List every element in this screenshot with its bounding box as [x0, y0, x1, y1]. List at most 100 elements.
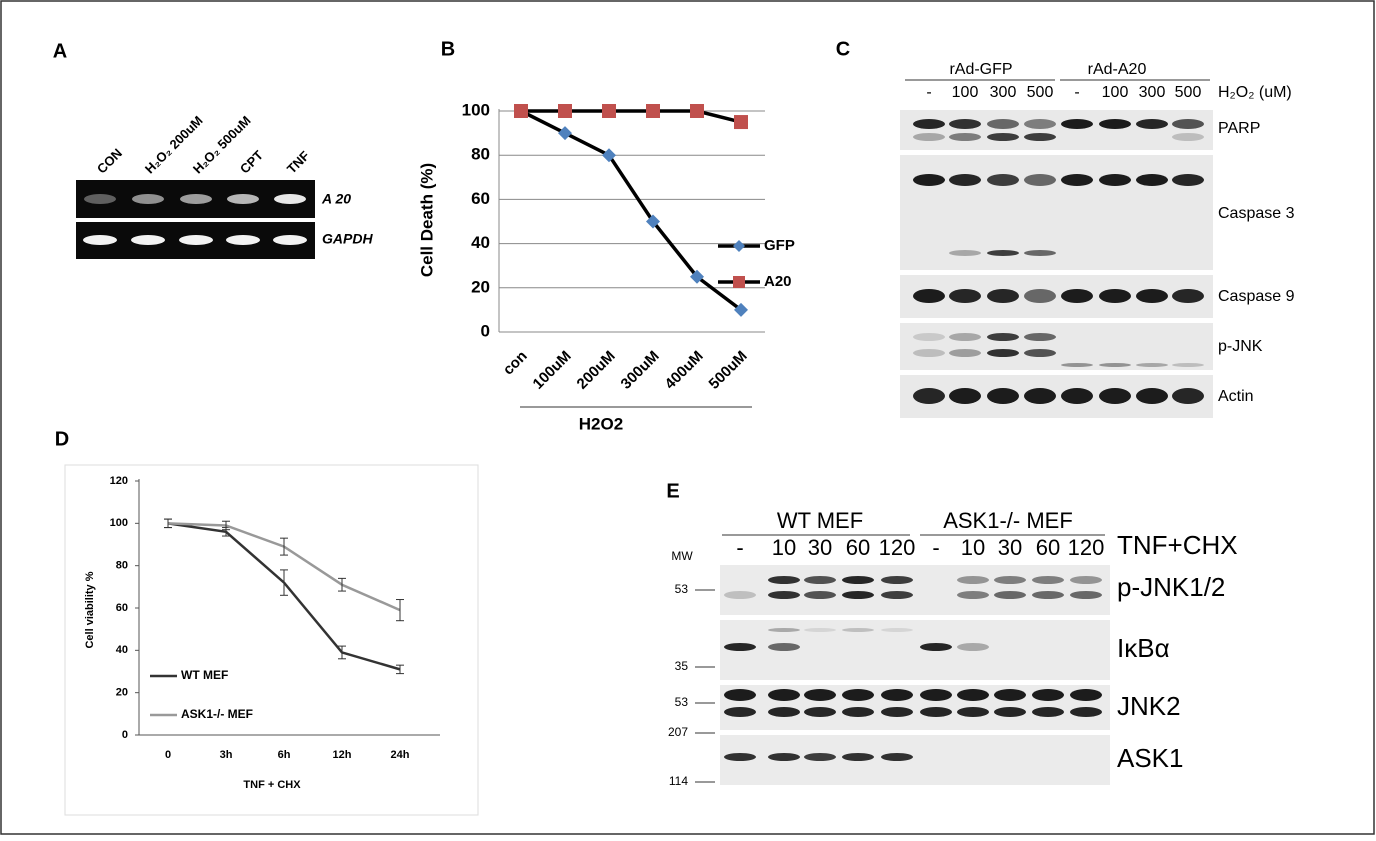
- band: [1099, 174, 1131, 186]
- band: [881, 576, 913, 584]
- band: [1032, 689, 1064, 701]
- band: [724, 707, 756, 717]
- row-label: IκBα: [1117, 633, 1170, 663]
- band: [957, 576, 989, 584]
- row-label: ASK1: [1117, 743, 1184, 773]
- band: [1070, 707, 1102, 717]
- panel-label: D: [55, 428, 69, 450]
- band: [1136, 174, 1168, 186]
- band: [987, 119, 1019, 129]
- row-label: Caspase 9: [1218, 288, 1295, 305]
- band: [994, 576, 1026, 584]
- gel-c-row: [900, 323, 1213, 370]
- legend-label: GFP: [764, 237, 795, 254]
- group-label: rAd-GFP: [949, 61, 1012, 78]
- row-label: Caspase 3: [1218, 205, 1295, 222]
- band: [724, 689, 756, 701]
- y-tick-label: 40: [116, 644, 128, 656]
- y-tick-label: 100: [110, 517, 128, 529]
- lane-label: 30: [808, 535, 832, 560]
- lane-label: 120: [879, 535, 916, 560]
- x-tick-label: 12h: [333, 749, 352, 761]
- band: [913, 289, 945, 303]
- group-label: rAd-A20: [1088, 61, 1147, 78]
- band: [84, 194, 116, 204]
- y-tick-label: 80: [116, 560, 128, 572]
- band: [804, 689, 836, 701]
- band: [273, 235, 307, 245]
- band: [1099, 119, 1131, 129]
- band: [226, 235, 260, 245]
- band: [180, 194, 212, 204]
- band: [987, 333, 1019, 341]
- band: [804, 591, 836, 599]
- band: [768, 628, 800, 632]
- band: [913, 349, 945, 357]
- group-label: WT MEF: [777, 508, 863, 533]
- marker: [514, 104, 528, 118]
- band: [842, 628, 874, 632]
- band: [274, 194, 306, 204]
- band: [1136, 119, 1168, 129]
- band: [1070, 576, 1102, 584]
- lane-label: 10: [961, 535, 985, 560]
- panel-d-frame: [64, 464, 479, 816]
- row-label: p-JNK: [1218, 338, 1263, 355]
- legend-label: A20: [764, 273, 792, 290]
- band: [1172, 363, 1204, 367]
- gel-c-row: [900, 110, 1213, 150]
- band: [804, 753, 836, 761]
- lane-label: -: [932, 535, 939, 560]
- y-axis-title: Cell Death (%): [417, 163, 436, 277]
- mw-label: 53: [675, 695, 689, 709]
- lane-label: 10: [772, 535, 796, 560]
- band: [949, 250, 981, 256]
- band: [1070, 689, 1102, 701]
- row-label: p-JNK1/2: [1117, 572, 1225, 602]
- band: [842, 707, 874, 717]
- band: [949, 333, 981, 341]
- band: [842, 689, 874, 701]
- lane-label: 500: [1027, 84, 1054, 101]
- band: [768, 707, 800, 717]
- band: [1136, 289, 1168, 303]
- band: [1099, 289, 1131, 303]
- lane-label: -: [926, 84, 931, 101]
- band: [920, 689, 952, 701]
- band: [83, 235, 117, 245]
- band: [987, 250, 1019, 256]
- band: [920, 643, 952, 651]
- band: [881, 628, 913, 632]
- x-axis-title: TNF + CHX: [243, 779, 301, 791]
- y-tick-label: 0: [481, 321, 490, 340]
- band: [913, 388, 945, 404]
- marker: [646, 214, 660, 229]
- band: [768, 689, 800, 701]
- error-bar: [396, 664, 404, 675]
- band: [1024, 119, 1056, 129]
- band: [724, 753, 756, 761]
- y-axis-title: Cell viability %: [84, 571, 96, 648]
- treatment-label: TNF+CHX: [1117, 530, 1238, 560]
- gel-c-row: [900, 155, 1213, 270]
- band: [227, 194, 259, 204]
- band: [994, 591, 1026, 599]
- band: [1024, 174, 1056, 186]
- row-label: Actin: [1218, 388, 1254, 405]
- band: [131, 235, 165, 245]
- band: [842, 753, 874, 761]
- marker: [734, 115, 748, 130]
- band: [994, 707, 1026, 717]
- band: [768, 576, 800, 584]
- band: [804, 707, 836, 717]
- band: [1061, 363, 1093, 367]
- band: [913, 133, 945, 141]
- band: [1024, 289, 1056, 303]
- legend-label: ASK1-/- MEF: [181, 707, 253, 721]
- band: [1061, 289, 1093, 303]
- error-bar: [280, 569, 288, 596]
- band: [179, 235, 213, 245]
- marker: [734, 302, 748, 317]
- error-bar: [338, 645, 346, 660]
- band: [1032, 591, 1064, 599]
